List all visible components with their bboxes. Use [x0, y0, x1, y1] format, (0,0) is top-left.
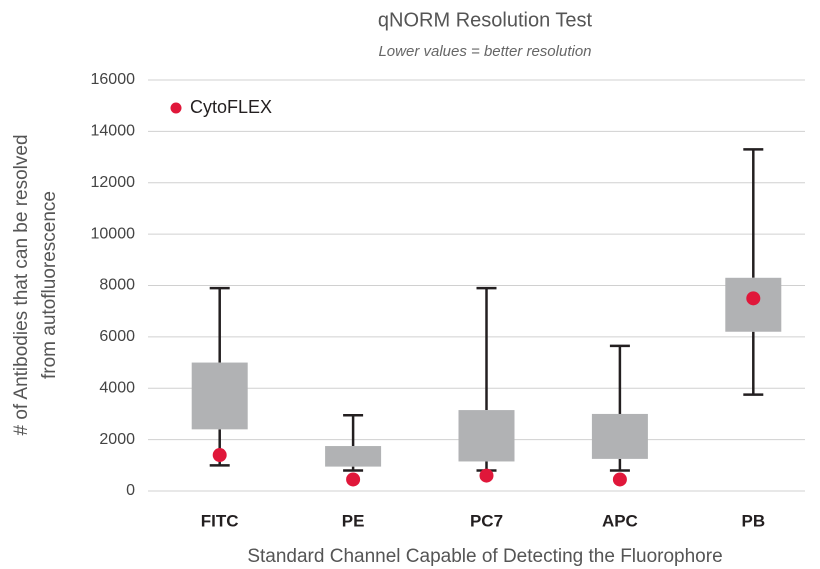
box — [325, 446, 382, 467]
box — [458, 410, 515, 462]
point — [346, 472, 361, 487]
y-tick-label: 0 — [126, 482, 135, 499]
box — [591, 413, 648, 459]
y-tick-label: 6000 — [99, 328, 135, 345]
y-axis-label: # of Antibodies that can be resolved — [11, 134, 32, 435]
y-axis-label: from autofluorescence — [39, 191, 60, 379]
x-tick-label: PC7 — [470, 511, 503, 530]
chart-title: qNORM Resolution Test — [378, 9, 593, 31]
y-tick-label: 14000 — [91, 123, 136, 140]
point — [212, 448, 227, 463]
y-tick-label: 12000 — [91, 174, 136, 191]
legend-label: CytoFLEX — [190, 97, 272, 117]
x-axis-label: Standard Channel Capable of Detecting th… — [247, 546, 722, 567]
point — [479, 468, 494, 483]
y-tick-label: 10000 — [91, 225, 136, 242]
y-tick-label: 4000 — [99, 379, 135, 396]
legend-marker — [170, 102, 182, 114]
x-tick-label: PB — [741, 511, 765, 530]
x-tick-label: PE — [342, 511, 365, 530]
chart-subtitle: Lower values = better resolution — [378, 43, 591, 60]
point — [746, 291, 761, 306]
y-tick-label: 8000 — [99, 277, 135, 294]
point — [612, 472, 627, 487]
x-tick-label: APC — [602, 511, 638, 530]
x-tick-label: FITC — [201, 511, 239, 530]
box — [191, 362, 248, 430]
y-tick-label: 16000 — [91, 71, 136, 88]
y-tick-label: 2000 — [99, 431, 135, 448]
